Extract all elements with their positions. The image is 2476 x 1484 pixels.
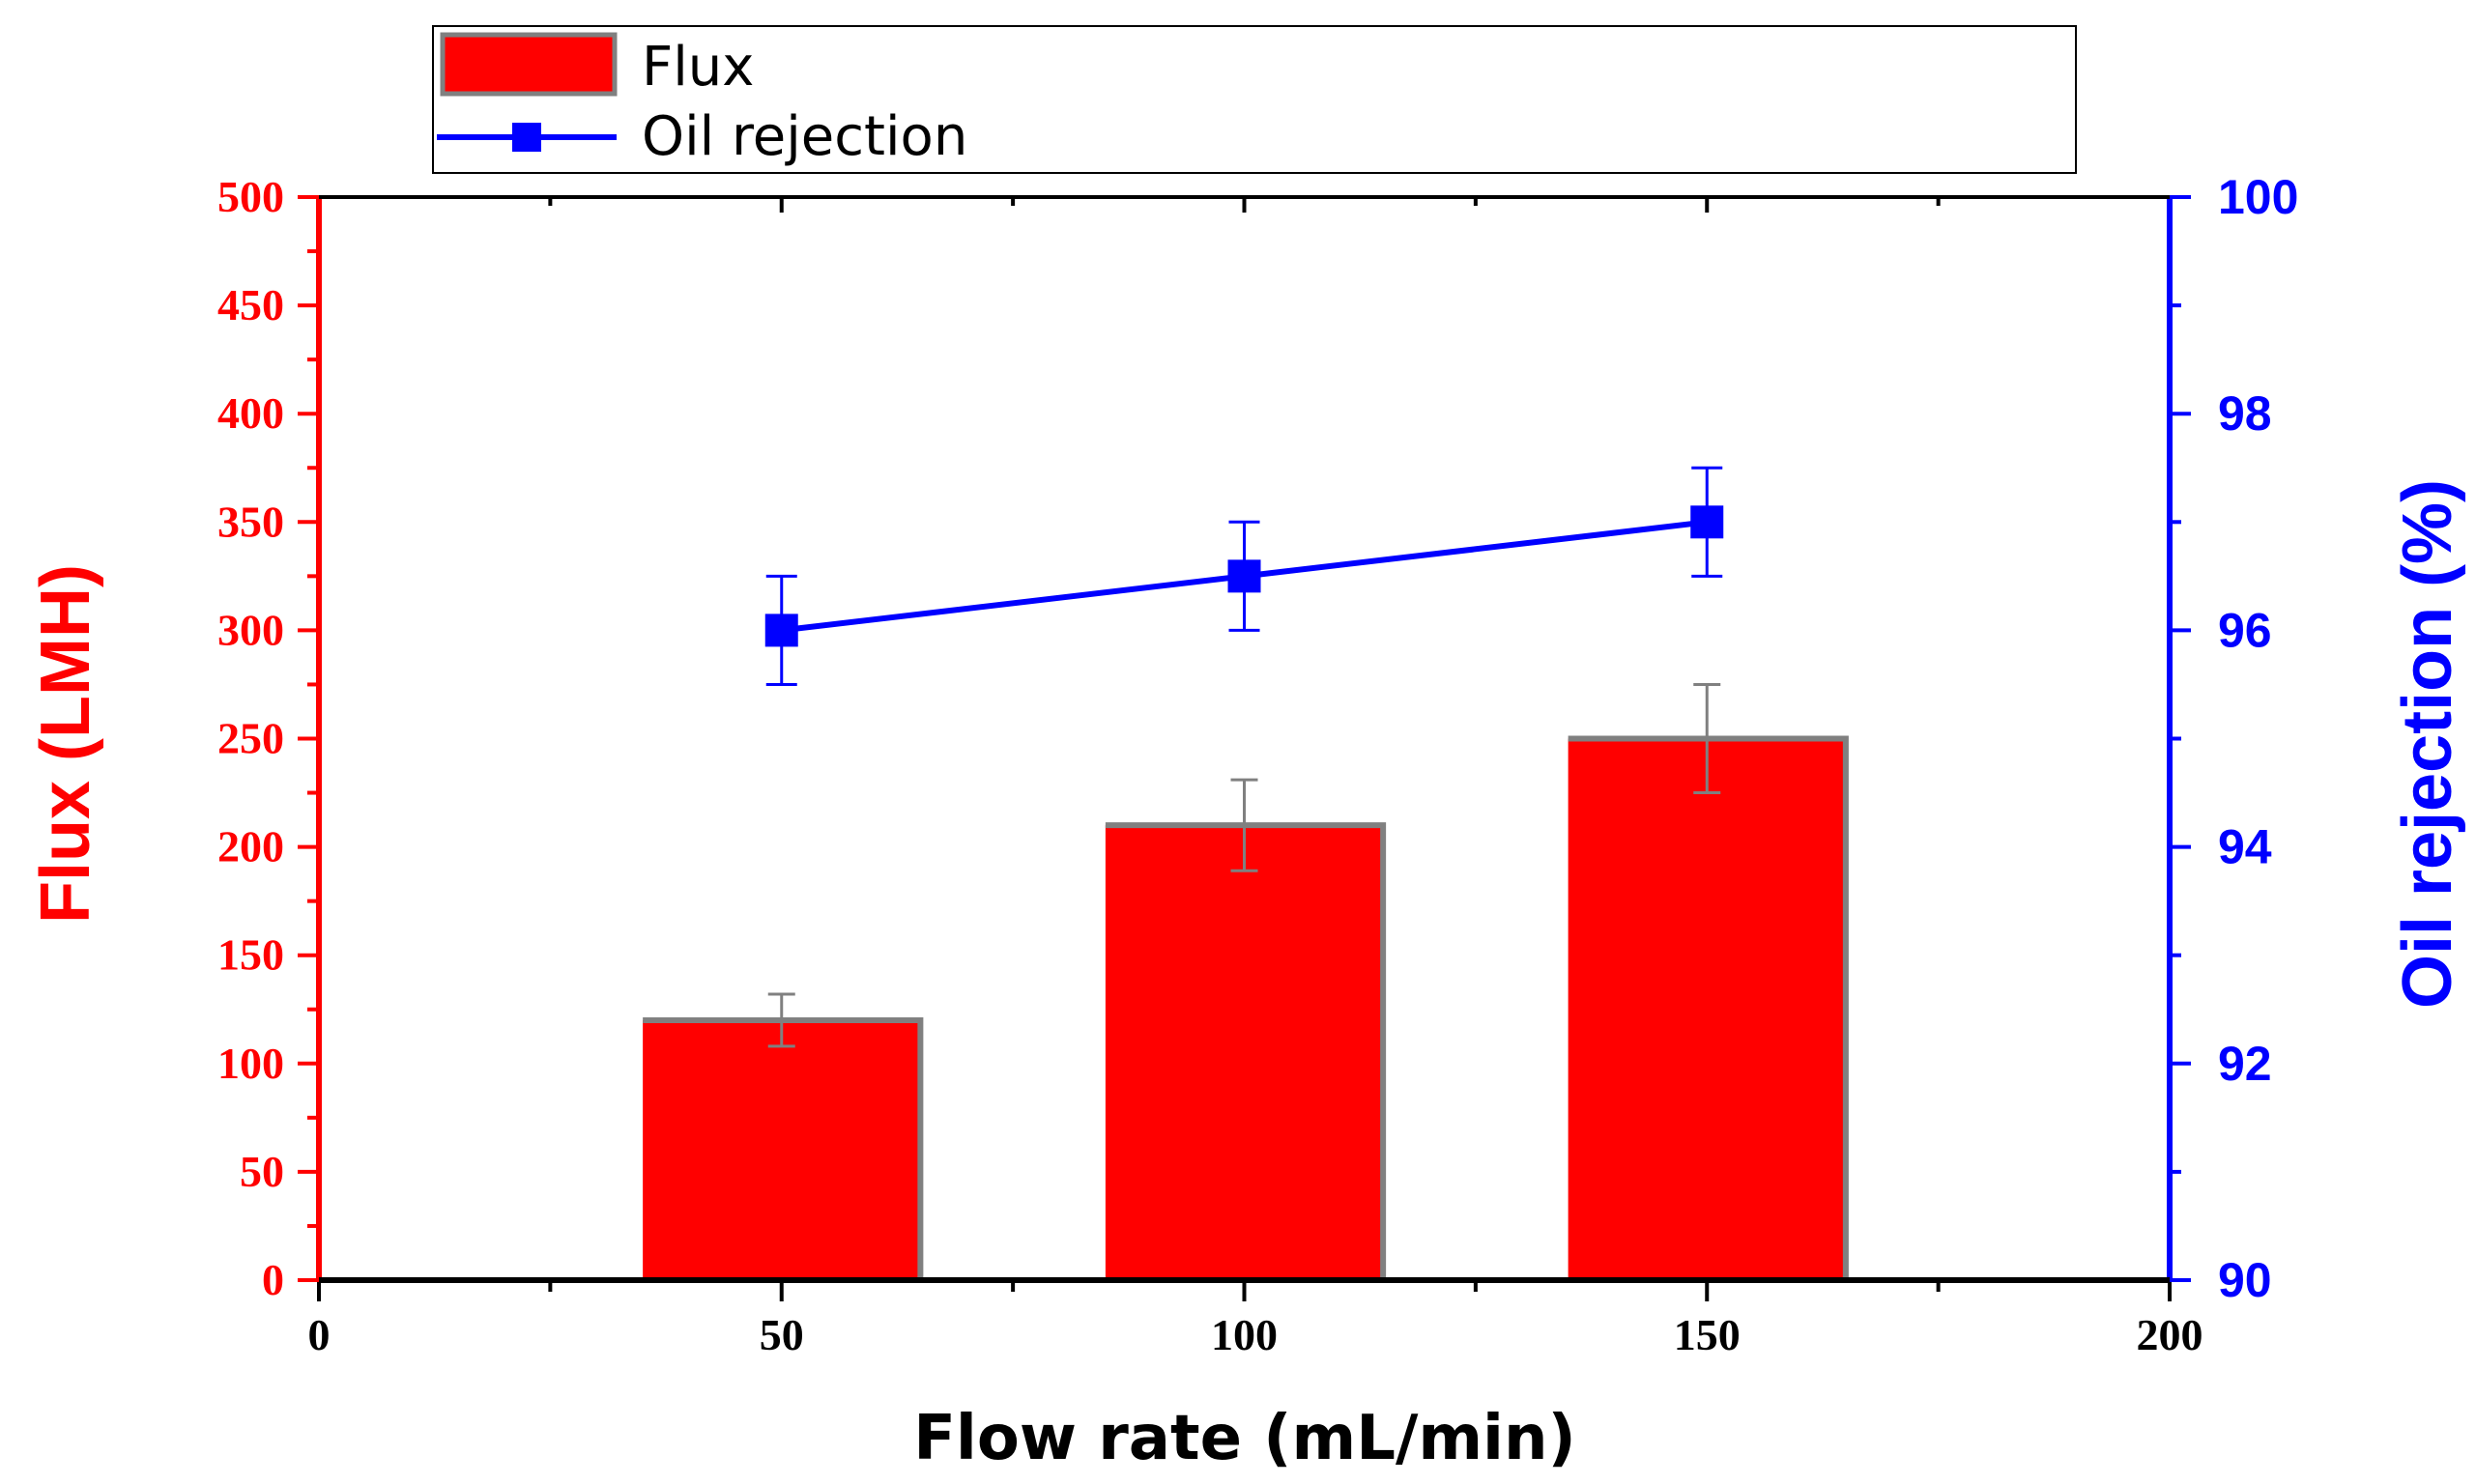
flux-bar	[643, 1019, 921, 1280]
axes	[316, 195, 2173, 1283]
legend-swatch-flux	[440, 32, 618, 97]
y-left-tick-label: 100	[217, 1039, 284, 1088]
flux-bar	[1105, 825, 1384, 1280]
y-right-tick-label: 100	[2218, 170, 2298, 224]
y-left-tick-label: 50	[240, 1147, 284, 1196]
x-tick-label: 0	[308, 1310, 331, 1359]
y-left-tick-label: 450	[217, 280, 284, 329]
flux-bars	[643, 682, 1849, 1280]
y-right-tick-label: 98	[2218, 386, 2272, 441]
tick-labels: 0501001502002503003504004505009092949698…	[217, 170, 2298, 1359]
y-right-axis-title: Oil rejection (%)	[2389, 479, 2466, 1009]
legend-label-flux: Flux	[642, 36, 754, 99]
y-left-tick-label: 500	[217, 172, 284, 221]
y-right-tick-label: 90	[2218, 1253, 2272, 1307]
y-right-tick-label: 94	[2218, 820, 2272, 874]
y-right-tick-label: 96	[2218, 603, 2272, 657]
y-left-tick-label: 400	[217, 388, 284, 438]
y-left-tick-label: 250	[217, 714, 284, 763]
x-axis-title: Flow rate (mL/min)	[913, 1403, 1576, 1474]
y-left-tick-label: 200	[217, 822, 284, 871]
flux-bar-edge	[643, 1016, 924, 1280]
legend-swatch-marker	[512, 123, 541, 152]
y-left-tick-label: 300	[217, 605, 284, 654]
y-left-tick-label: 150	[217, 930, 284, 980]
flux-bar	[1568, 738, 1846, 1280]
x-tick-label: 200	[2137, 1310, 2203, 1359]
oil-rejection-series	[764, 466, 1724, 686]
flux-bar-edge	[1105, 822, 1387, 1280]
x-tick-label: 50	[760, 1310, 804, 1359]
oil-rejection-marker	[1227, 559, 1261, 593]
legend-box	[432, 25, 2077, 174]
y-left-axis-title: Flux (LMH)	[27, 564, 104, 924]
y-right-tick-label: 92	[2218, 1037, 2272, 1091]
oil-rejection-marker	[1690, 505, 1724, 539]
oil-rejection-marker	[764, 614, 798, 647]
legend-label-oil-rejection: Oil rejection	[642, 105, 967, 168]
y-left-tick-label: 350	[217, 497, 284, 546]
flux-bar-edge	[1568, 735, 1849, 1280]
x-tick-label: 150	[1674, 1310, 1741, 1359]
x-tick-label: 100	[1211, 1310, 1278, 1359]
y-left-tick-label: 0	[262, 1255, 284, 1304]
legend: Flux Oil rejection	[432, 25, 2077, 174]
